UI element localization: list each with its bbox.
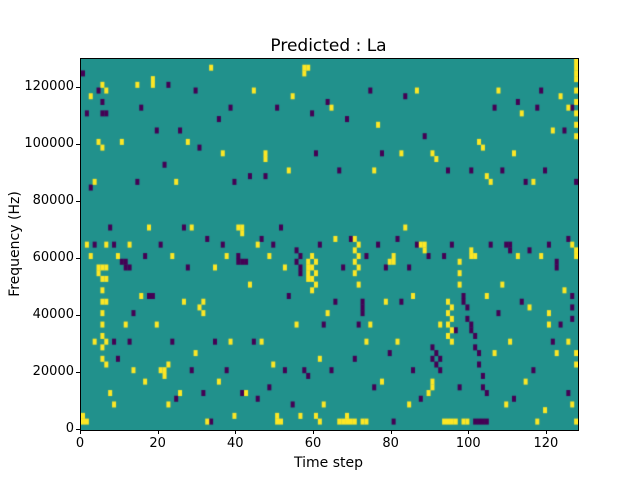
x-tick-mark [157,430,159,434]
y-tick-label: 0 [65,421,74,436]
y-tick-mark [76,257,80,259]
y-axis-label: Frequency (Hz) [7,191,23,297]
x-tick-mark [312,430,314,434]
y-tick-label: 80000 [32,192,74,208]
y-tick-mark [76,371,80,373]
x-tick-label: 60 [304,436,322,451]
x-tick-mark [545,430,547,434]
plot-area [80,58,579,431]
x-tick-label: 120 [533,436,559,451]
x-tick-mark [80,430,81,434]
x-axis-label: Time step [294,455,363,471]
y-tick-mark [76,314,80,316]
y-tick-mark [76,143,80,145]
y-tick-label: 100000 [24,135,74,151]
x-tick-mark [468,430,470,434]
plot-title: Predicted : La [270,36,387,56]
y-tick-label: 120000 [24,78,74,94]
x-tick-mark [235,430,237,434]
y-tick-label: 40000 [32,306,74,322]
x-tick-label: 20 [149,436,166,451]
y-tick-mark [76,429,80,430]
heatmap-canvas [81,59,578,430]
y-tick-mark [76,200,80,202]
y-tick-label: 20000 [32,363,74,379]
x-tick-label: 100 [455,436,481,451]
x-tick-label: 0 [75,436,85,451]
x-tick-label: 80 [382,436,399,451]
y-tick-label: 60000 [32,249,74,265]
x-tick-label: 40 [227,436,244,451]
x-tick-mark [390,430,392,434]
y-tick-mark [76,86,80,88]
